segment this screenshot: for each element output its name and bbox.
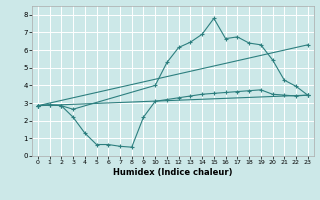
X-axis label: Humidex (Indice chaleur): Humidex (Indice chaleur) — [113, 168, 233, 177]
